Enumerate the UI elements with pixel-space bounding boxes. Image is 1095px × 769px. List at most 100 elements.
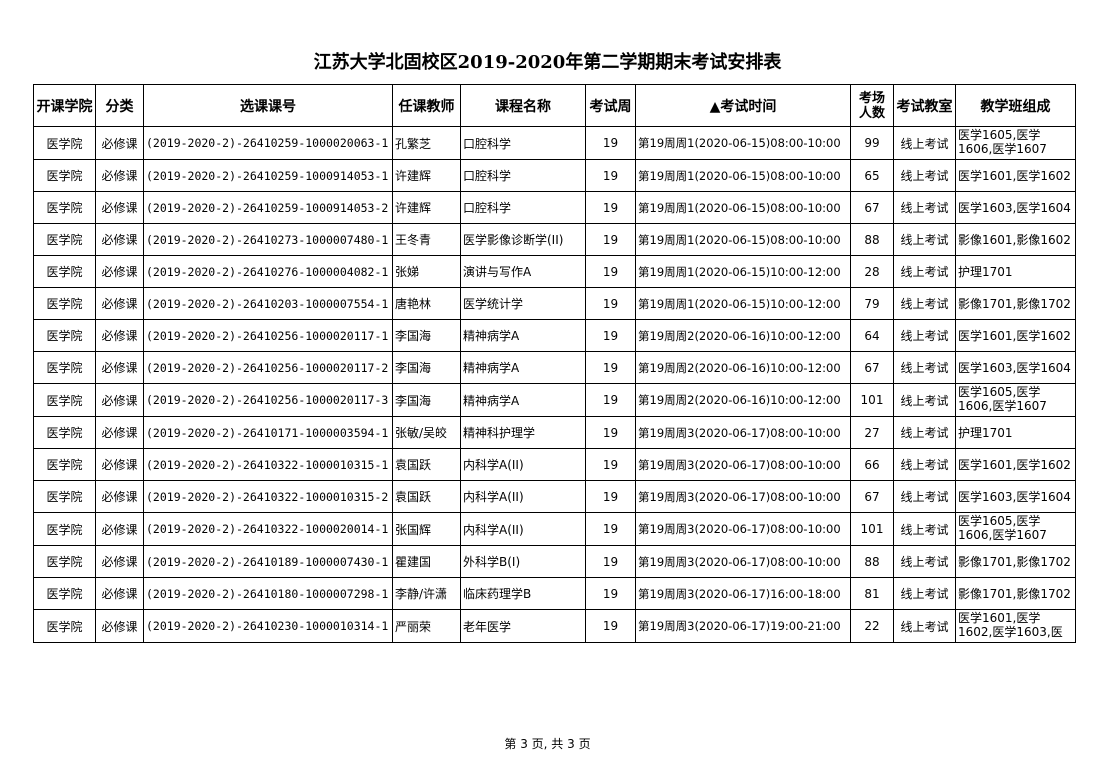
column-header-course-code: 选课课号 <box>143 84 393 127</box>
class-groups-text: 医学1605,医学1606,医学1607 <box>958 514 1047 542</box>
cell-exam-count: 28 <box>850 255 894 288</box>
cell-exam-count: 79 <box>850 287 894 320</box>
exam-schedule-table: 开课学院 分类 选课课号 任课教师 课程名称 考试周 ▲考试时间 考场人数 考试教室 教学班组成 … <box>33 84 1076 643</box>
cell-exam-time: 第19周周2(2020-06-16)10:00-12:00 <box>635 351 851 384</box>
cell-college: 医学院 <box>33 255 96 288</box>
class-groups-text: 医学1603,医学1604 <box>958 489 1071 504</box>
cell-course-name: 精神科护理学 <box>460 416 586 449</box>
column-header-course-name: 课程名称 <box>460 84 586 127</box>
table-row: 医学院 必修课 (2019-2020-2)-26410180-1000007298-… <box>33 577 1076 610</box>
cell-category: 必修课 <box>95 577 144 610</box>
cell-teacher: 严丽荣 <box>392 609 461 643</box>
cell-exam-count: 81 <box>850 577 894 610</box>
table-row: 医学院 必修课 (2019-2020-2)-26410256-1000020117-… <box>33 319 1076 352</box>
cell-exam-count: 67 <box>850 191 894 224</box>
cell-class-groups: 医学1603,医学1604 <box>955 191 1076 224</box>
class-groups-text: 影像1601,影像1602 <box>958 232 1071 247</box>
cell-exam-time: 第19周周1(2020-06-15)10:00-12:00 <box>635 255 851 288</box>
cell-class-groups: 护理1701 <box>955 416 1076 449</box>
cell-teacher: 许建辉 <box>392 191 461 224</box>
cell-exam-room: 线上考试 <box>893 319 956 352</box>
cell-exam-week: 19 <box>585 448 636 481</box>
cell-teacher: 袁国跃 <box>392 480 461 513</box>
cell-course-code: (2019-2020-2)-26410171-1000003594-1 <box>143 416 393 449</box>
cell-exam-week: 19 <box>585 577 636 610</box>
cell-class-groups: 医学1603,医学1604 <box>955 480 1076 513</box>
cell-category: 必修课 <box>95 448 144 481</box>
cell-exam-time: 第19周周1(2020-06-15)10:00-12:00 <box>635 287 851 320</box>
table-row: 医学院 必修课 (2019-2020-2)-26410256-1000020117-… <box>33 351 1076 384</box>
cell-class-groups: 护理1701 <box>955 255 1076 288</box>
cell-exam-count: 88 <box>850 223 894 256</box>
cell-exam-time: 第19周周3(2020-06-17)08:00-10:00 <box>635 416 851 449</box>
cell-class-groups: 医学1603,医学1604 <box>955 351 1076 384</box>
class-groups-text: 医学1601,医学1602 <box>958 328 1071 343</box>
cell-exam-week: 19 <box>585 480 636 513</box>
cell-class-groups: 影像1701,影像1702 <box>955 545 1076 578</box>
cell-college: 医学院 <box>33 448 96 481</box>
cell-exam-time: 第19周周3(2020-06-17)08:00-10:00 <box>635 512 851 546</box>
cell-teacher: 唐艳林 <box>392 287 461 320</box>
cell-exam-room: 线上考试 <box>893 383 956 417</box>
cell-college: 医学院 <box>33 383 96 417</box>
cell-category: 必修课 <box>95 223 144 256</box>
cell-exam-time: 第19周周1(2020-06-15)08:00-10:00 <box>635 223 851 256</box>
cell-college: 医学院 <box>33 416 96 449</box>
cell-exam-room: 线上考试 <box>893 545 956 578</box>
header-row: 开课学院 分类 选课课号 任课教师 课程名称 考试周 ▲考试时间 考场人数 考试教室 教学班组成 <box>33 84 1076 127</box>
cell-course-name: 精神病学A <box>460 383 586 417</box>
cell-college: 医学院 <box>33 159 96 192</box>
cell-teacher: 李静/许潇 <box>392 577 461 610</box>
cell-exam-room: 线上考试 <box>893 512 956 546</box>
cell-teacher: 王冬青 <box>392 223 461 256</box>
page-title: 江苏大学北固校区2019-2020年第二学期期末考试安排表 <box>313 52 782 73</box>
cell-exam-week: 19 <box>585 351 636 384</box>
cell-college: 医学院 <box>33 480 96 513</box>
cell-class-groups: 医学1601,医学1602,医学1603,医 <box>955 609 1076 643</box>
cell-course-name: 内科学A(II) <box>460 512 586 546</box>
cell-college: 医学院 <box>33 512 96 546</box>
cell-exam-time: 第19周周2(2020-06-16)10:00-12:00 <box>635 383 851 417</box>
cell-exam-count: 27 <box>850 416 894 449</box>
cell-class-groups: 影像1601,影像1602 <box>955 223 1076 256</box>
cell-exam-room: 线上考试 <box>893 416 956 449</box>
table-row: 医学院 必修课 (2019-2020-2)-26410322-1000010315-… <box>33 448 1076 481</box>
table-row: 医学院 必修课 (2019-2020-2)-26410273-1000007480-… <box>33 223 1076 256</box>
cell-exam-count: 101 <box>850 383 894 417</box>
cell-class-groups: 医学1601,医学1602 <box>955 448 1076 481</box>
cell-course-name: 口腔科学 <box>460 159 586 192</box>
cell-course-code: (2019-2020-2)-26410203-1000007554-1 <box>143 287 393 320</box>
cell-exam-week: 19 <box>585 512 636 546</box>
cell-exam-room: 线上考试 <box>893 609 956 643</box>
cell-college: 医学院 <box>33 609 96 643</box>
class-groups-text: 影像1701,影像1702 <box>958 554 1071 569</box>
column-header-exam-week: 考试周 <box>585 84 636 127</box>
cell-teacher: 瞿建国 <box>392 545 461 578</box>
cell-exam-week: 19 <box>585 223 636 256</box>
cell-course-name: 精神病学A <box>460 319 586 352</box>
cell-exam-time: 第19周周1(2020-06-15)08:00-10:00 <box>635 191 851 224</box>
cell-teacher: 李国海 <box>392 351 461 384</box>
cell-course-code: (2019-2020-2)-26410180-1000007298-1 <box>143 577 393 610</box>
cell-category: 必修课 <box>95 545 144 578</box>
class-groups-text: 医学1603,医学1604 <box>958 200 1071 215</box>
cell-category: 必修课 <box>95 126 144 160</box>
cell-exam-count: 66 <box>850 448 894 481</box>
table-row: 医学院 必修课 (2019-2020-2)-26410171-1000003594-… <box>33 416 1076 449</box>
cell-course-code: (2019-2020-2)-26410256-1000020117-2 <box>143 351 393 384</box>
cell-course-name: 内科学A(II) <box>460 448 586 481</box>
cell-course-code: (2019-2020-2)-26410259-1000914053-1 <box>143 159 393 192</box>
cell-college: 医学院 <box>33 577 96 610</box>
cell-exam-room: 线上考试 <box>893 287 956 320</box>
cell-exam-time: 第19周周3(2020-06-17)19:00-21:00 <box>635 609 851 643</box>
cell-exam-time: 第19周周1(2020-06-15)08:00-10:00 <box>635 159 851 192</box>
cell-college: 医学院 <box>33 351 96 384</box>
cell-exam-count: 101 <box>850 512 894 546</box>
cell-exam-time: 第19周周3(2020-06-17)08:00-10:00 <box>635 545 851 578</box>
cell-category: 必修课 <box>95 255 144 288</box>
cell-course-code: (2019-2020-2)-26410322-1000010315-2 <box>143 480 393 513</box>
cell-college: 医学院 <box>33 319 96 352</box>
cell-exam-count: 64 <box>850 319 894 352</box>
class-groups-text: 护理1701 <box>958 264 1013 279</box>
class-groups-text: 影像1701,影像1702 <box>958 296 1071 311</box>
